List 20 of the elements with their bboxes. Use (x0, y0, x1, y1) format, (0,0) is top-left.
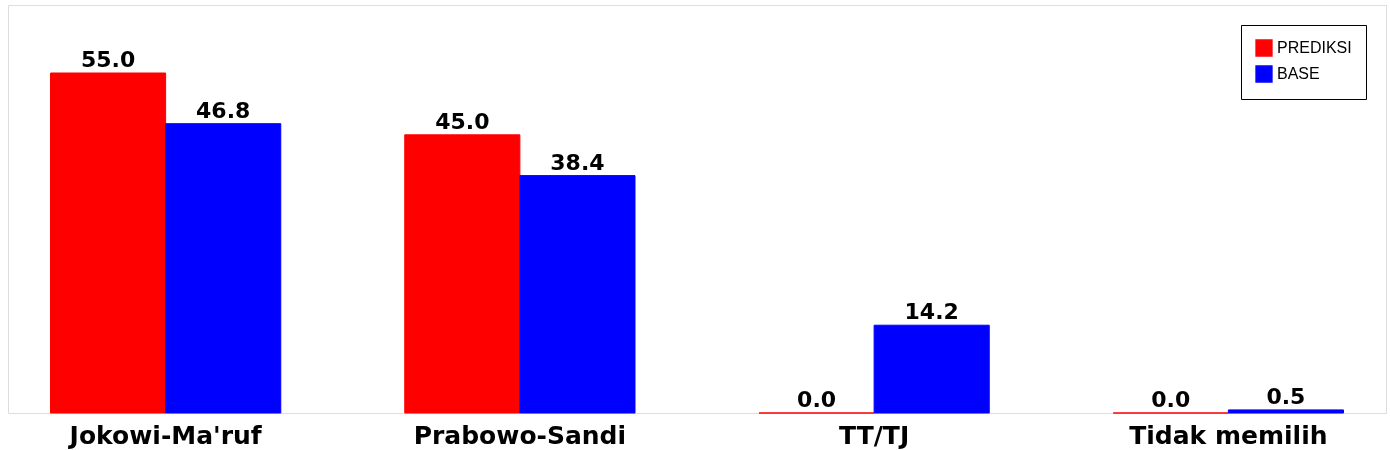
bar (165, 123, 282, 414)
bar (50, 72, 167, 414)
data-label: 0.0 (1151, 387, 1191, 412)
x-tick-label: Jokowi-Ma'ruf (67, 420, 263, 450)
legend-label: BASE (1277, 65, 1320, 82)
x-tick-label: TT/TJ (839, 420, 910, 450)
data-label: 55.0 (80, 47, 136, 72)
data-label: 14.2 (904, 299, 959, 325)
bar (1227, 409, 1344, 414)
bar (873, 324, 990, 414)
data-label: 0.5 (1266, 383, 1306, 409)
bar (519, 175, 636, 414)
data-label: 46.8 (196, 97, 251, 123)
data-label: 45.0 (435, 108, 490, 134)
x-tick-label: Tidak memilih (1129, 420, 1328, 450)
data-label: 0.0 (797, 387, 837, 412)
data-label: 38.4 (550, 149, 605, 175)
bar (404, 134, 521, 414)
x-tick-label: Prabowo-Sandi (413, 420, 627, 450)
legend-label: PREDIKSI (1277, 39, 1352, 56)
